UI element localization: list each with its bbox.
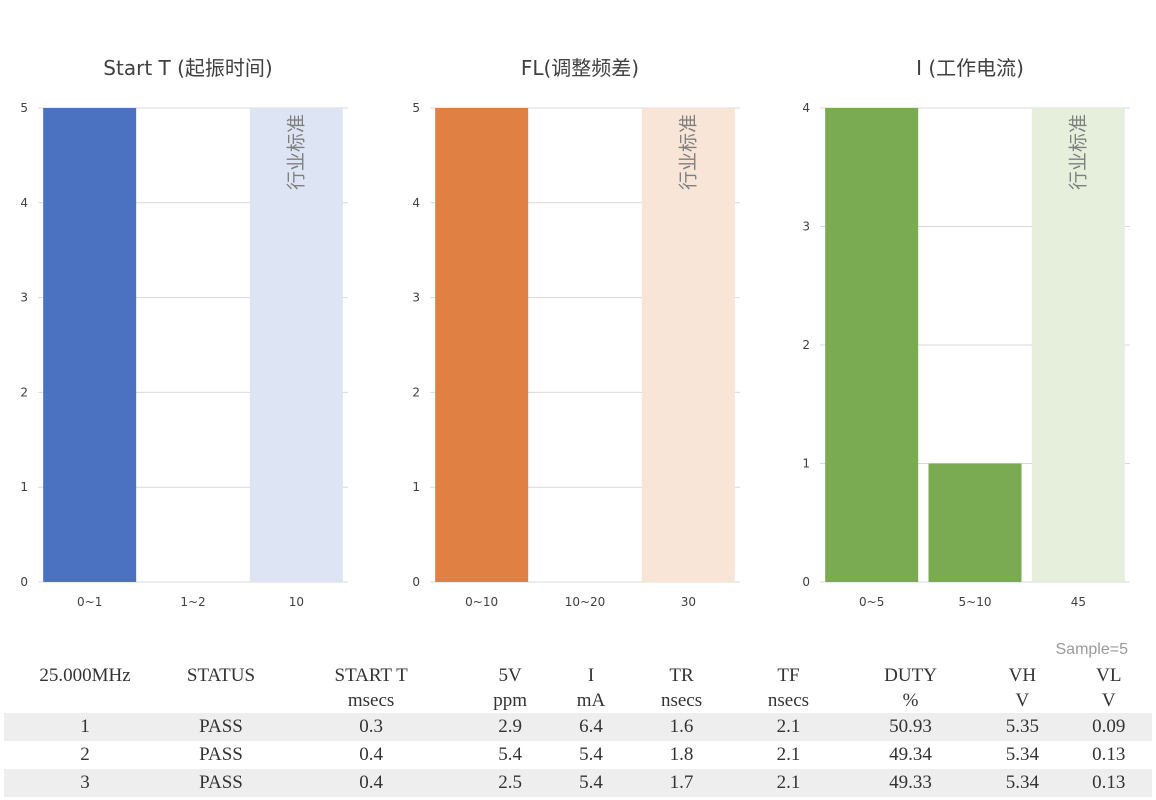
cell-tf: 2.1 [735,713,842,741]
x-tick-label: 0~1 [77,595,102,609]
row-index: 2 [80,744,90,765]
bar [43,108,137,582]
cell-tf: 2.1 [776,744,801,765]
y-tick-label: 3 [20,291,28,305]
cell-i: 6.4 [553,713,629,741]
reference-label: 行业标准 [285,114,307,190]
results-table: 25.000MHz STATUS START T 5V I TR TF DUTY… [4,663,1152,797]
cell-start-t: 0.3 [276,713,467,741]
cell-duty: 49.33 [841,769,980,797]
y-tick-label: 5 [20,101,28,115]
x-tick-label: 5~10 [959,595,992,609]
chart-title: I (工作电流) [916,56,1024,80]
chart-2: FL(调整频差) 0 1 2 3 4 5 0~10 10~20 行业标准 30 [412,56,740,609]
chart-1: Start T (起振时间) 0 1 2 3 4 5 0~1 1~2 行业标准 10 [20,56,348,609]
cell-vh: 5.34 [979,769,1066,797]
row-index: 3 [4,769,166,797]
reference-bar [641,108,735,582]
reference-label: 行业标准 [677,114,699,190]
cell-tr: 1.6 [628,713,735,741]
header-5v: 5V [498,665,522,686]
table-row: 2 PASS 0.4 5.4 5.4 1.8 2.1 49.34 5.34 0.… [4,741,1152,769]
cell-5v: 2.5 [466,769,554,797]
sample-note: Sample=5 [1055,641,1129,658]
cell-vh: 5.34 [1005,744,1039,765]
cell-i: 5.4 [553,769,629,797]
x-tick-label: 0~5 [859,595,884,609]
reference-bar [1031,108,1125,582]
row-status: PASS [166,769,276,797]
y-tick-label: 2 [802,338,810,352]
unit-start-t: msecs [347,690,395,711]
y-tick-label: 3 [412,291,420,305]
x-tick-label: 1~2 [180,595,205,609]
unit-i: mA [576,690,606,711]
cell-start-t: 0.4 [359,744,383,765]
x-tick-label: 30 [681,595,696,609]
y-tick-label: 5 [412,101,420,115]
cell-i: 5.4 [579,744,603,765]
header-vh: VH [1008,665,1037,686]
y-tick-label: 1 [20,480,28,494]
y-tick-label: 1 [412,480,420,494]
y-tick-label: 4 [412,196,420,210]
table-row: 1 PASS 0.3 2.9 6.4 1.6 2.1 50.93 5.35 0.… [4,713,1152,741]
y-tick-label: 0 [802,575,810,589]
y-tick-label: 2 [412,385,420,399]
table-header-row: 25.000MHz STATUS START T 5V I TR TF DUTY… [4,663,1152,689]
y-tick-label: 3 [802,220,810,234]
row-status: PASS [199,744,243,765]
cell-tf: 2.1 [735,769,842,797]
table-row: 3 PASS 0.4 2.5 5.4 1.7 2.1 49.33 5.34 0.… [4,769,1152,797]
header-vl: VL [1096,665,1122,686]
row-status: PASS [166,713,276,741]
x-tick-label: 45 [1071,595,1086,609]
frequency-label: 25.000MHz [39,665,131,686]
row-index: 1 [4,713,166,741]
cell-5v: 5.4 [498,744,522,765]
cell-vl: 0.13 [1065,769,1152,797]
x-tick-label: 10~20 [565,595,606,609]
unit-vh: V [1015,690,1030,711]
header-i: I [587,665,595,686]
chart-3: I (工作电流) 0 1 2 3 4 0~5 5~10 行业标准 45 [802,56,1130,609]
cell-tr: 1.8 [669,744,694,765]
header-tf: TF [777,665,800,686]
y-tick-label: 4 [20,196,28,210]
y-tick-label: 2 [20,385,28,399]
bar [928,463,1022,582]
y-tick-label: 4 [802,101,810,115]
cell-tr: 1.7 [628,769,735,797]
y-tick-label: 0 [20,575,28,589]
header-start-t: START T [334,665,408,686]
cell-duty: 49.34 [889,744,932,765]
status-header: STATUS [186,665,256,686]
reference-label: 行业标准 [1067,114,1089,190]
unit-5v: ppm [493,690,527,711]
bar [435,108,529,582]
unit-vl: V [1101,690,1116,711]
reference-bar [249,108,343,582]
cell-vh: 5.35 [979,713,1066,741]
y-tick-label: 1 [802,457,810,471]
unit-tf: nsecs [767,690,810,711]
x-tick-label: 10 [289,595,304,609]
unit-tr: nsecs [660,690,703,711]
chart-title: FL(调整频差) [521,56,639,80]
cell-start-t: 0.4 [276,769,467,797]
x-tick-label: 0~10 [465,595,498,609]
cell-vl: 0.13 [1092,744,1126,765]
table-unit-row: msecs ppm mA nsecs nsecs % V V [4,689,1152,713]
y-tick-label: 0 [412,575,420,589]
header-duty: DUTY [884,665,937,686]
cell-duty: 50.93 [841,713,980,741]
chart-title: Start T (起振时间) [103,56,272,80]
bar [825,108,919,582]
unit-duty: % [902,690,919,711]
cell-5v: 2.9 [466,713,554,741]
header-tr: TR [669,665,694,686]
cell-vl: 0.09 [1065,713,1152,741]
